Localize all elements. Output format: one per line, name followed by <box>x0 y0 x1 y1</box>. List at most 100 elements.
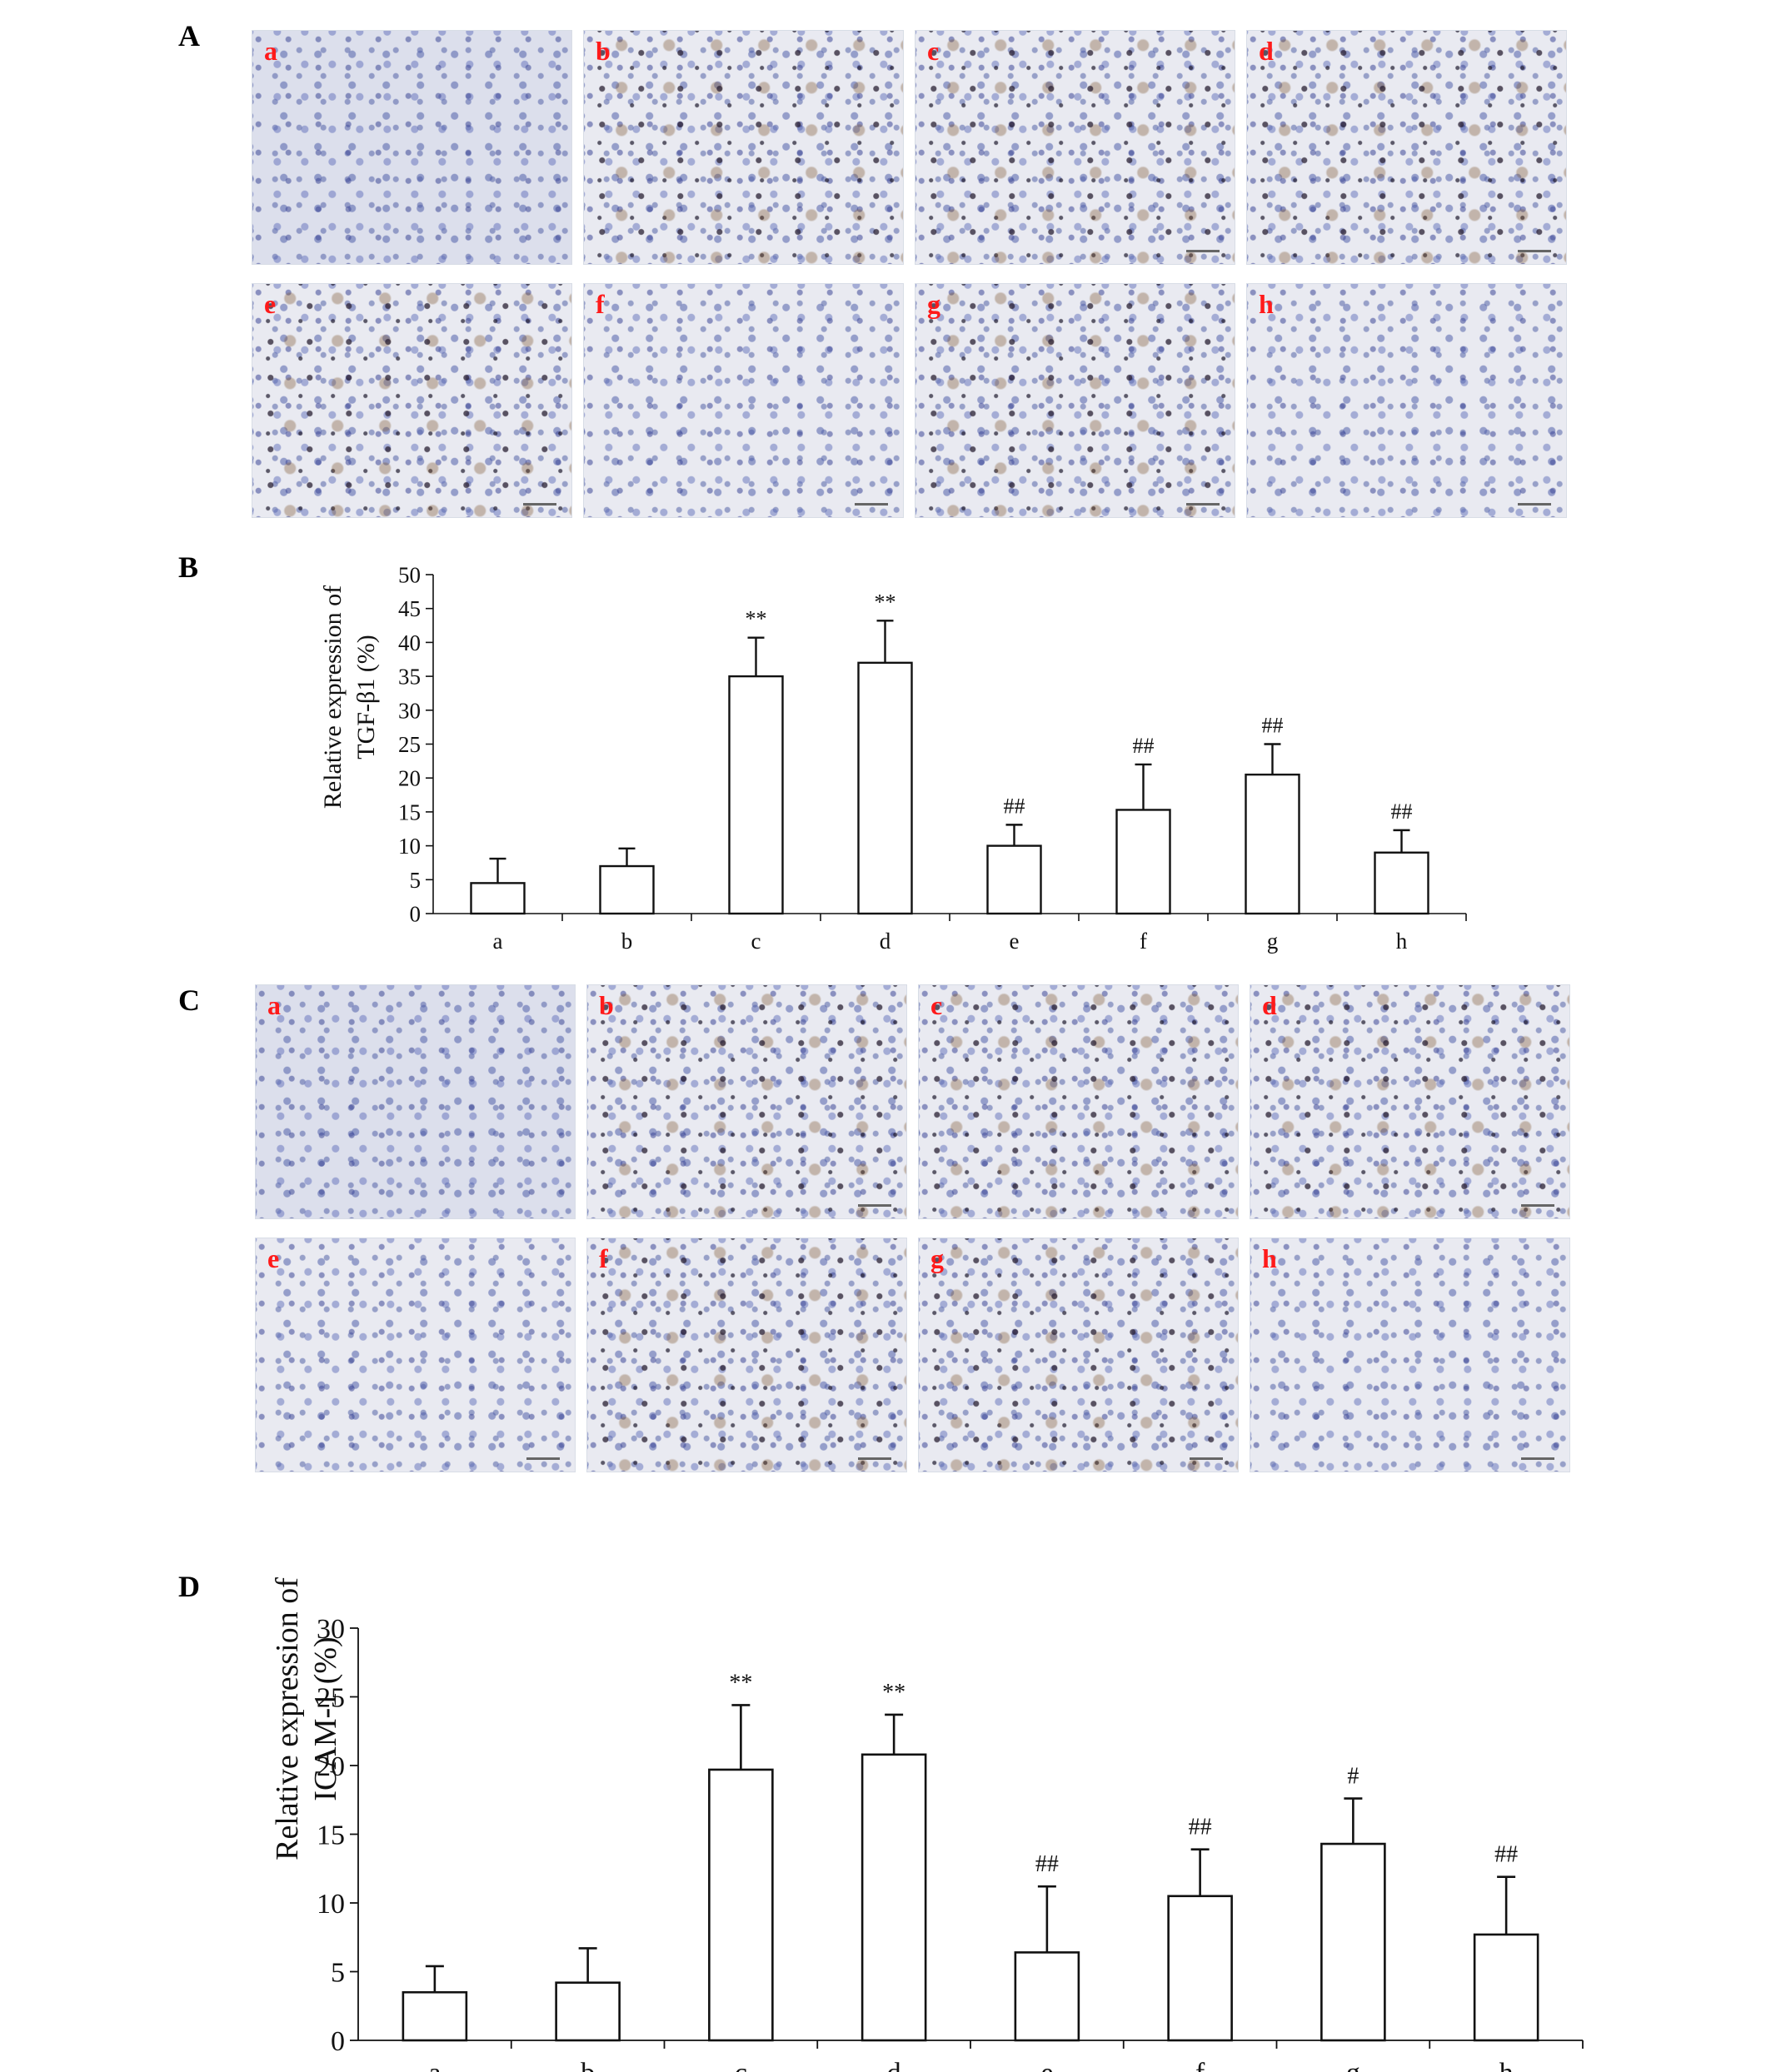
y-tick-label: 20 <box>317 1751 345 1782</box>
micrograph-label: c <box>930 990 943 1020</box>
bar-f <box>1115 809 1171 915</box>
bar-g <box>1320 1842 1386 2042</box>
micrograph-a-c: c <box>915 30 1235 265</box>
micrograph-label: a <box>267 990 281 1020</box>
micrograph-a-d: d <box>1246 30 1567 265</box>
chart-d: 0 5 10 15 20 25 30 a b c ** d ** e ## f ## g # h ## <box>317 1614 1584 2072</box>
micrograph-a-h: h <box>1246 283 1567 518</box>
micrograph-label: g <box>927 289 940 319</box>
y-tick-label: 10 <box>398 834 421 859</box>
significance-marker: ## <box>1189 1815 1212 1840</box>
y-tick-label: 25 <box>317 1682 345 1713</box>
x-tick-label: a <box>428 2058 441 2072</box>
scale-bar <box>858 1204 891 1207</box>
micrograph-a-e: e <box>252 283 572 518</box>
significance-marker: ## <box>1133 734 1155 758</box>
y-tick-label: 10 <box>317 1889 345 1920</box>
y-tick-label: 45 <box>398 596 421 621</box>
significance-marker: ** <box>882 1680 905 1706</box>
significance-marker: ## <box>1494 1842 1518 1868</box>
bar-d <box>857 661 913 915</box>
bar-e <box>1014 1951 1080 2042</box>
y-tick-label: 25 <box>398 732 421 757</box>
micrograph-grid-c: a b c d e f g h <box>255 984 1570 1472</box>
scale-bar <box>523 503 556 506</box>
x-tick-label: a <box>493 929 503 954</box>
x-tick-label: g <box>1267 929 1279 954</box>
significance-marker: ## <box>1004 794 1025 818</box>
micrograph-grid-a: a b c d e f g h <box>252 30 1567 518</box>
scale-bar <box>526 1457 560 1460</box>
y-tick-label: 30 <box>317 1614 345 1645</box>
micrograph-a-a: a <box>252 30 572 265</box>
x-tick-label: c <box>735 2058 747 2072</box>
x-tick-label: e <box>1010 929 1020 954</box>
bar-b <box>599 864 655 915</box>
panel-label-b: B <box>178 550 199 584</box>
significance-marker: ** <box>729 1670 752 1696</box>
significance-marker: ** <box>746 607 767 631</box>
y-tick-label: 5 <box>410 868 422 893</box>
scale-bar <box>858 1457 891 1460</box>
bar-g <box>1245 773 1300 915</box>
x-tick-label: b <box>581 2058 595 2072</box>
micrograph-label: e <box>264 289 277 319</box>
significance-marker: ## <box>1035 1851 1059 1877</box>
scale-bar <box>1190 1457 1223 1460</box>
y-tick-label: 15 <box>317 1820 345 1850</box>
panel-label-c: C <box>178 984 200 1017</box>
y-tick-label: 0 <box>410 901 422 926</box>
micrograph-label: f <box>599 1243 608 1273</box>
micrograph-label: e <box>267 1243 280 1273</box>
micrograph-label: c <box>927 36 940 66</box>
significance-marker: ** <box>875 590 896 614</box>
micrograph-c-f: f <box>586 1238 907 1472</box>
panel-label-a: A <box>178 19 200 52</box>
micrograph-label: f <box>596 289 605 319</box>
y-tick-label: 40 <box>398 630 421 655</box>
micrograph-label: d <box>1262 990 1277 1020</box>
micrograph-c-b: b <box>586 984 907 1219</box>
micrograph-c-c: c <box>918 984 1239 1219</box>
y-tick-label: 35 <box>398 665 421 690</box>
x-tick-label: h <box>1396 929 1408 954</box>
scale-bar <box>855 503 888 506</box>
chart-b: 0 5 10 15 20 25 30 35 40 45 50 a b c ** d ** e ## f ## g ## h ## <box>398 562 1467 954</box>
micrograph-label: h <box>1259 289 1274 319</box>
scale-bar <box>1518 250 1551 252</box>
micrograph-c-g: g <box>918 1238 1239 1472</box>
micrograph-label: b <box>599 990 614 1020</box>
bar-a <box>402 1990 468 2042</box>
bar-c <box>728 675 784 915</box>
micrograph-label: g <box>930 1243 944 1273</box>
micrograph-label: b <box>596 36 611 66</box>
y-tick-label: 5 <box>331 1957 345 1988</box>
micrograph-label: d <box>1259 36 1274 66</box>
scale-bar <box>1521 1457 1554 1460</box>
scale-bar <box>1186 503 1220 506</box>
y-tick-label: 30 <box>398 698 421 723</box>
x-tick-label: f <box>1140 929 1147 954</box>
bar-d <box>861 1753 927 2042</box>
y-tick-label: 0 <box>331 2026 345 2057</box>
micrograph-a-g: g <box>915 283 1235 518</box>
bar-b <box>555 1981 621 2042</box>
bar-f <box>1167 1895 1233 2042</box>
x-tick-label: b <box>621 929 633 954</box>
y-tick-label: 20 <box>398 766 421 791</box>
bar-e <box>986 844 1042 915</box>
x-tick-label: d <box>880 929 891 954</box>
bar-h <box>1473 1933 1539 2042</box>
y-tick-label: 50 <box>398 562 421 587</box>
bar-c <box>708 1768 774 2042</box>
micrograph-c-e: e <box>255 1238 576 1472</box>
micrograph-c-h: h <box>1250 1238 1570 1472</box>
x-tick-label: d <box>887 2058 901 2072</box>
micrograph-a-b: b <box>583 30 904 265</box>
panel-label-d: D <box>178 1570 200 1603</box>
x-tick-label: e <box>1040 2058 1053 2072</box>
bar-a <box>470 882 526 915</box>
scale-bar <box>1186 250 1220 252</box>
chart-b-ylabel-line1: Relative expression of <box>319 585 347 809</box>
x-tick-label: c <box>751 929 761 954</box>
